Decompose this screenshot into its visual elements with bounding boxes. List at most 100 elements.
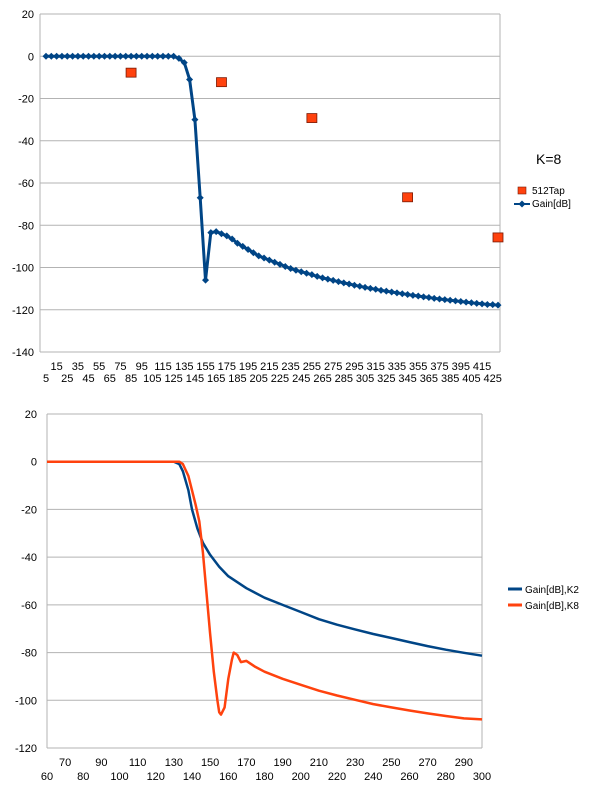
y-tick-label: -120 [15,743,37,755]
data-point-gain [398,290,406,298]
data-point-gain [132,52,140,60]
data-point-gain [53,52,61,60]
data-point-gain [249,249,257,257]
y-tick-label: -120 [12,305,34,317]
data-point-gain [159,52,167,60]
x-tick-label: 130 [165,757,183,769]
data-point-gain [393,289,401,297]
x-tick-label: 250 [382,757,400,769]
y-tick-label: -20 [18,94,34,106]
x-tick-label: 235 [281,361,299,373]
data-point-512tap [125,67,137,78]
data-point-gain [239,242,247,250]
x-tick-label: 185 [228,373,246,385]
x-tick-label: 280 [437,771,455,783]
y-tick-label: -100 [12,263,34,275]
data-point-gain [202,276,210,284]
legend-label-512tap: 512Tap [532,186,565,197]
data-point-gain [164,52,172,60]
data-point-gain [451,297,459,305]
x-tick-label: 270 [418,757,436,769]
data-point-gain [58,52,66,60]
data-point-gain [494,301,502,309]
x-tick-label: 60 [41,771,53,783]
x-tick-label: 120 [147,771,165,783]
x-tick-label: 125 [164,373,182,385]
data-point-gain [308,271,316,279]
data-point-gain [377,286,385,294]
x-tick-label: 290 [455,757,473,769]
data-point-gain [329,276,337,284]
y-tick-label: -60 [21,600,37,612]
y-tick-label: 0 [31,457,37,469]
data-point-gain [255,252,263,260]
x-tick-label: 95 [136,361,148,373]
x-tick-label: 75 [114,361,126,373]
x-tick-label: 345 [398,373,416,385]
data-point-gain [436,295,444,303]
data-point-gain [228,235,236,243]
data-point-gain [334,278,342,286]
x-tick-label: 205 [250,373,268,385]
x-tick-label: 355 [409,361,427,373]
data-point-gain [388,288,396,296]
x-tick-label: 85 [125,373,137,385]
data-point-gain [478,300,486,308]
data-point-gain [47,52,55,60]
data-point-gain [217,230,225,238]
x-tick-label: 15 [51,361,63,373]
y-tick-label: -40 [18,136,34,148]
x-tick-label: 35 [72,361,84,373]
x-tick-label: 385 [441,373,459,385]
data-point-gain [74,52,82,60]
data-point-gain [382,287,390,295]
y-tick-label: 20 [25,409,37,421]
data-point-gain [414,292,422,300]
data-point-512tap [492,232,504,243]
data-point-gain [425,293,433,301]
data-point-gain [170,52,178,60]
x-tick-label: 135 [175,361,193,373]
y-tick-label: 20 [22,9,34,21]
series-line-k8 [47,460,483,721]
data-point-gain [244,246,252,254]
x-tick-label: 200 [292,771,310,783]
x-tick-label: 375 [430,361,448,373]
x-tick-label: 190 [273,757,291,769]
legend-label-gain: Gain[dB] [532,199,571,210]
x-tick-label: 160 [219,771,237,783]
data-point-gain [483,300,491,308]
data-point-gain [122,52,130,60]
data-point-gain [63,52,71,60]
data-point-gain [404,291,412,299]
y-tick-label: -80 [18,220,34,232]
data-point-512tap [216,77,227,88]
legend-marker-512tap [517,186,527,195]
y-tick-label: -60 [18,178,34,190]
data-point-gain [260,254,268,262]
x-tick-label: 225 [271,373,289,385]
data-point-gain [281,262,289,270]
data-point-gain [100,52,108,60]
x-tick-label: 90 [95,757,107,769]
data-point-gain [372,285,380,293]
data-point-gain [42,52,50,60]
data-point-gain [462,298,470,306]
data-point-gain [148,52,156,60]
x-tick-label: 65 [104,373,116,385]
x-tick-label: 25 [61,373,73,385]
x-tick-label: 45 [82,373,94,385]
x-tick-label: 105 [143,373,161,385]
data-point-gain [489,301,497,309]
y-tick-label: -100 [15,695,37,707]
data-point-gain [366,284,374,292]
data-point-512tap [402,192,414,203]
data-point-gain [467,299,475,307]
data-point-gain [223,232,231,240]
x-tick-label: 195 [239,361,257,373]
data-point-gain [361,283,369,291]
x-tick-label: 155 [196,361,214,373]
data-point-gain [85,52,93,60]
